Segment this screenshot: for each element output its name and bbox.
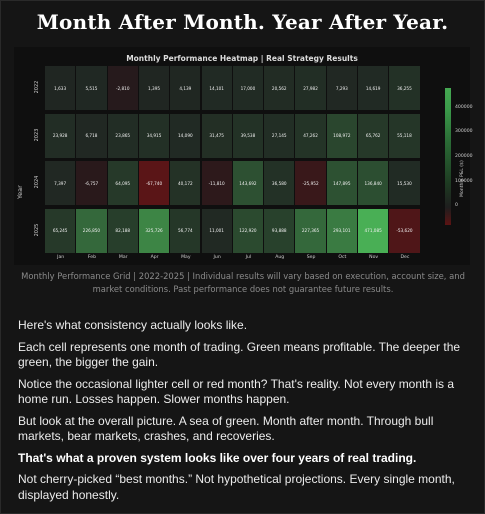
heatmap-cell: 64,095 bbox=[107, 161, 138, 205]
heatmap-cell: 6,718 bbox=[76, 113, 107, 158]
col-tick-jun: Jun bbox=[213, 255, 221, 260]
heatmap-cell: 27,145 bbox=[264, 113, 295, 158]
colorbar-label: Monthly P&L ($) bbox=[460, 160, 465, 197]
col-tick-feb: Feb bbox=[87, 255, 97, 260]
heatmap-cell: 147,895 bbox=[326, 161, 357, 205]
heatmap-cell: 36,580 bbox=[264, 161, 295, 205]
heatmap-cell: 82,188 bbox=[107, 208, 138, 253]
col-tick-dec: Dec bbox=[400, 255, 410, 260]
heatmap-cell: -25,952 bbox=[295, 161, 326, 205]
heatmap-cell: 31,475 bbox=[201, 113, 232, 158]
y-axis-label: Year bbox=[16, 185, 24, 199]
heatmap-cell: -67,740 bbox=[138, 161, 170, 205]
chart-caption: Monthly Performance Grid | 2022-2025 | I… bbox=[21, 271, 465, 294]
heatmap-cell: 471,085 bbox=[358, 208, 389, 253]
col-tick-jul: Jul bbox=[245, 255, 252, 260]
body-paragraph: Each cell represents one month of tradin… bbox=[18, 339, 461, 370]
body-paragraph: Here's what consistency actually looks l… bbox=[18, 318, 248, 332]
col-tick-sep: Sep bbox=[306, 255, 316, 260]
heatmap-cell: 39,538 bbox=[232, 113, 264, 158]
row-tick-2025: 2025 bbox=[34, 223, 40, 236]
heatmap-cell: 14,090 bbox=[170, 113, 201, 158]
headline: Month After Month. Year After Year. bbox=[36, 10, 449, 34]
heatmap-cell: 34,915 bbox=[138, 113, 170, 158]
heatmap-cell: 5,515 bbox=[76, 66, 107, 110]
heatmap-cell: 56,774 bbox=[170, 208, 201, 253]
row-tick-2024: 2024 bbox=[34, 175, 40, 189]
heatmap-cell: 14,101 bbox=[201, 66, 232, 110]
body-paragraph: But look at the overall picture. A sea o… bbox=[18, 413, 434, 444]
heatmap-cell: 11,001 bbox=[201, 208, 232, 253]
body-paragraph: That's what a proven system looks like o… bbox=[18, 450, 417, 465]
heatmap-cell: 143,692 bbox=[232, 161, 264, 205]
heatmap-cell: 17,000 bbox=[232, 66, 264, 110]
heatmap-cell: 47,262 bbox=[295, 113, 326, 158]
heatmap-cell: 108,972 bbox=[326, 113, 357, 158]
heatmap-cell: 36,255 bbox=[389, 66, 420, 110]
heatmap-cell: 122,920 bbox=[232, 208, 264, 253]
heatmap-cell: 27,982 bbox=[295, 66, 326, 110]
heatmap-cell: 55,118 bbox=[389, 113, 420, 158]
colorbar bbox=[445, 88, 451, 225]
heatmap-cell: 227,365 bbox=[295, 208, 326, 253]
body-paragraph: Notice the occasional lighter cell or re… bbox=[18, 376, 455, 407]
heatmap-cell: 40,172 bbox=[170, 161, 201, 205]
colorbar-tick: 200000 bbox=[455, 154, 473, 160]
col-tick-jan: Jan bbox=[57, 255, 65, 260]
heatmap-grid: 2022 1,633 5,515 -2,810 1,395 4,139 14,101 17,0… bbox=[34, 66, 423, 260]
heatmap-cell: 23,865 bbox=[107, 113, 138, 158]
heatmap-cell: 226,850 bbox=[76, 208, 107, 253]
heatmap-cell: 4,139 bbox=[170, 66, 201, 110]
heatmap-cell: 65,762 bbox=[358, 113, 389, 158]
article-body: Here's what consistency actually looks l… bbox=[18, 318, 472, 509]
colorbar-tick: 0 bbox=[455, 203, 458, 209]
row-tick-2022: 2022 bbox=[34, 80, 40, 94]
heatmap-cell: 293,101 bbox=[326, 208, 357, 253]
colorbar-tick: 100000 bbox=[455, 178, 473, 184]
heatmap-cell: 1,395 bbox=[138, 66, 170, 110]
col-tick-oct: Oct bbox=[338, 255, 347, 260]
heatmap-cell: 14,619 bbox=[358, 66, 389, 110]
col-tick-nov: Nov bbox=[369, 255, 379, 260]
col-tick-may: May bbox=[181, 255, 191, 260]
heatmap-cell: 20,562 bbox=[264, 66, 295, 110]
row-tick-2023: 2023 bbox=[34, 128, 40, 141]
heatmap-cell: 93,888 bbox=[264, 208, 295, 253]
heatmap-cell: 325,726 bbox=[138, 208, 170, 253]
heatmap-cell: -11,810 bbox=[201, 161, 232, 205]
body-paragraph: Not cherry-picked “best months.” Not hyp… bbox=[18, 472, 455, 502]
heatmap-cell: 136,840 bbox=[358, 161, 389, 205]
heatmap-cell: -6,757 bbox=[76, 161, 107, 205]
colorbar-tick: 300000 bbox=[455, 129, 473, 135]
chart-title: Monthly Performance Heatmap | Real Strat… bbox=[126, 54, 358, 63]
heatmap-cell: 23,928 bbox=[45, 113, 76, 158]
heatmap-cell: 1,633 bbox=[45, 66, 76, 110]
col-tick-mar: Mar bbox=[118, 255, 128, 260]
heatmap-cell: 15,530 bbox=[389, 161, 420, 205]
heatmap-panel: Monthly Performance Heatmap | Real Strat… bbox=[14, 47, 473, 265]
heatmap-cell: -2,810 bbox=[107, 66, 138, 110]
heatmap-cell: 65,245 bbox=[45, 208, 76, 253]
heatmap-cell: 7,397 bbox=[45, 161, 76, 205]
col-tick-apr: Apr bbox=[150, 255, 159, 260]
colorbar-tick: 400000 bbox=[455, 104, 473, 110]
col-tick-aug: Aug bbox=[275, 255, 285, 260]
heatmap-cell: 7,293 bbox=[326, 66, 357, 110]
heatmap-cell: -53,620 bbox=[389, 208, 420, 253]
